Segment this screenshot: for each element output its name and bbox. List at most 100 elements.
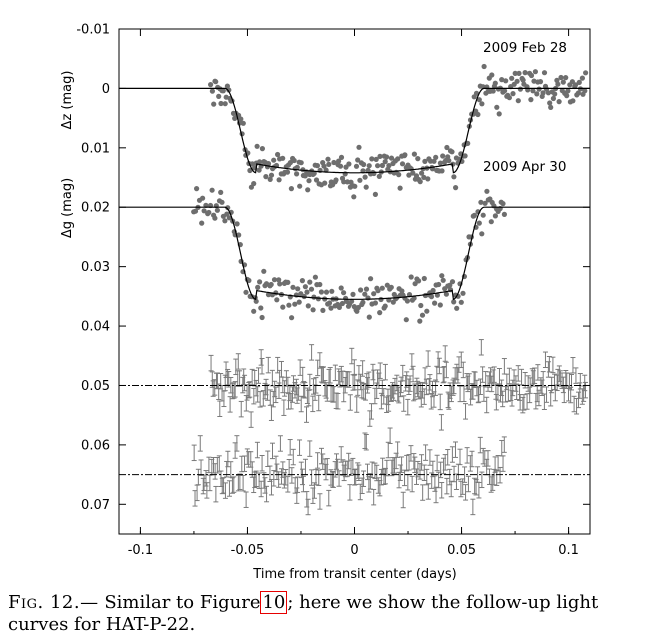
data-point-z-245 [515,98,521,104]
data-point-g-45 [258,305,264,311]
residual-point-z-65 [289,386,295,403]
data-point-z-165 [415,156,421,162]
residual-point-z-46 [265,356,271,374]
data-point-g-63 [285,279,291,285]
residual-point-g-96 [333,453,339,470]
data-point-z-167 [417,179,423,185]
residual-point-z-232 [499,379,505,397]
residual-point-g-171 [445,449,451,466]
data-point-g-111 [355,304,361,311]
caption-label: Fig. 12.— [8,592,99,613]
data-point-g-54 [271,277,278,283]
data-point-g-70 [295,286,301,292]
data-point-g-14 [212,215,218,221]
data-point-g-78 [307,279,313,285]
x-tick-label-0: 0 [350,543,358,558]
data-point-g-91 [326,300,333,306]
data-point-z-110 [346,161,352,167]
data-point-z-48 [268,172,275,178]
residual-point-g-15 [213,485,219,503]
y-axis-label-bottom: Δg (mag) [60,178,75,238]
model-curve-g [119,206,590,301]
residual-point-g-24 [226,480,232,497]
data-point-z-116 [353,163,360,169]
data-point-z-298 [582,88,588,94]
data-point-z-50 [271,157,277,163]
data-point-z-194 [451,174,457,180]
residual-point-z-121 [360,360,366,377]
data-point-z-241 [510,91,516,97]
data-point-z-234 [502,88,508,94]
residual-point-z-274 [552,373,558,391]
data-point-z-193 [450,161,456,167]
residual-point-g-35 [243,491,249,508]
data-point-z-161 [410,170,416,176]
residual-point-z-32 [248,411,254,428]
x-tick-label--0.1: -0.1 [128,543,153,558]
residual-point-g-209 [501,436,507,453]
residual-point-z-72 [298,395,304,413]
residual-point-z-37 [255,386,261,403]
residual-point-g-121 [371,488,377,506]
data-point-g-44 [257,279,263,285]
residual-point-z-187 [442,345,448,362]
data-point-z-122 [361,161,367,168]
residual-point-g-182 [462,466,468,483]
model-curves-layer [119,87,590,476]
data-point-z-235 [503,78,509,84]
data-point-z-299 [583,70,589,76]
residual-point-z-33 [249,368,255,386]
data-point-z-57 [280,155,286,161]
data-point-g-87 [320,307,326,313]
data-point-g-79 [308,286,315,292]
data-point-z-98 [331,159,337,166]
data-point-z-1 [209,88,215,94]
residual-point-z-31 [247,381,253,398]
x-axis-label: Time from transit center (days) [252,567,456,582]
data-point-g-6 [200,195,206,201]
data-point-z-13 [224,83,230,89]
data-point-g-71 [296,299,302,305]
data-point-g-146 [408,274,414,280]
residual-point-z-22 [235,353,241,370]
data-point-z-94 [326,161,332,167]
data-point-g-208 [500,201,506,207]
residual-point-g-4 [197,435,203,452]
data-point-z-31 [247,167,253,174]
data-point-z-0 [208,82,214,88]
residual-point-z-203 [463,403,469,420]
residual-point-g-206 [497,466,503,484]
data-point-g-47 [261,268,267,274]
residual-point-z-231 [497,385,503,403]
y-tick-label-0.07: 0.07 [81,498,110,513]
data-point-z-263 [537,79,544,85]
data-point-z-75 [302,173,308,179]
residual-point-g-40 [251,476,257,494]
data-point-z-44 [263,174,269,180]
residual-point-g-174 [449,446,455,463]
data-point-z-185 [440,153,446,159]
residual-point-z-43 [262,382,268,400]
residual-point-g-93 [329,470,335,488]
data-point-g-157 [424,308,430,314]
data-point-z-213 [475,111,481,118]
residual-point-z-23 [237,370,243,387]
data-point-g-114 [360,299,366,305]
residual-point-z-270 [546,355,552,373]
caption-figure-link[interactable]: 10 [260,591,288,614]
residual-point-z-172 [423,378,429,396]
residual-point-g-143 [404,454,410,472]
residual-point-g-91 [326,489,332,507]
data-point-g-29 [234,221,240,227]
residual-point-z-74 [301,381,307,398]
data-point-g-160 [428,294,435,300]
residual-point-z-256 [529,368,535,385]
data-point-z-131 [372,191,378,197]
data-point-z-53 [275,151,281,158]
data-point-z-134 [376,173,382,179]
data-point-z-273 [550,95,557,102]
residual-point-z-40 [258,349,264,366]
residual-point-g-71 [297,439,303,456]
residual-point-g-33 [240,474,246,492]
data-point-z-296 [579,75,586,81]
